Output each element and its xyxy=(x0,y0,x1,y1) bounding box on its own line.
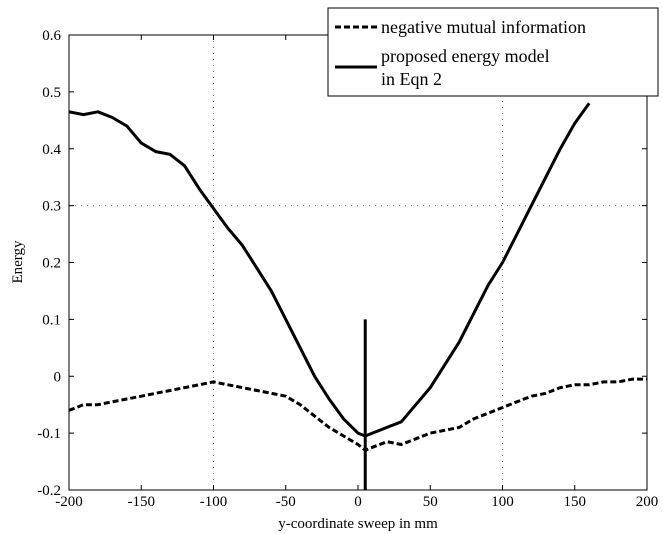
y-tick-label: 0.1 xyxy=(42,312,61,328)
legend: negative mutual information proposed ene… xyxy=(327,7,659,97)
y-axis-label: Energy xyxy=(10,240,26,284)
x-tick-label: -50 xyxy=(276,494,296,510)
y-tick-label: -0.1 xyxy=(37,426,61,442)
x-tick-label: 150 xyxy=(564,494,587,510)
x-tick-label: -100 xyxy=(200,494,228,510)
x-tick-label: -150 xyxy=(128,494,156,510)
x-tick-label: -200 xyxy=(55,494,83,510)
y-tick-label: 0.6 xyxy=(42,28,61,44)
legend-box xyxy=(327,7,659,97)
series-lines xyxy=(68,102,647,452)
y-tick-label: 0.4 xyxy=(42,142,61,158)
x-tick-label: 0 xyxy=(354,494,362,510)
y-tick-label: -0.2 xyxy=(37,483,61,499)
series-negative-mutual-information xyxy=(68,377,647,452)
y-tick-label: 0.3 xyxy=(42,199,61,215)
y-tick-label: 0.2 xyxy=(42,256,61,272)
legend-label-energy-model-line1: proposed energy model xyxy=(381,46,550,66)
x-tick-label: 100 xyxy=(491,494,514,510)
y-tick-label: 0.5 xyxy=(42,85,61,101)
legend-label-energy-model-line2: in Eqn 2 xyxy=(381,69,442,89)
x-axis-label: y-coordinate sweep in mm xyxy=(278,516,438,532)
series-proposed-energy-model xyxy=(68,102,591,438)
x-tick-label: 200 xyxy=(636,494,659,510)
y-tick-label: 0 xyxy=(54,369,62,385)
grid-lines xyxy=(69,35,647,490)
x-tick-label: 50 xyxy=(423,494,438,510)
tick-labels: -200 -150 -100 -50 0 50 100 150 200 -0.2 -0.1 0 0.1 0… xyxy=(37,28,658,510)
legend-label-mutual-information: negative mutual information xyxy=(381,17,586,37)
